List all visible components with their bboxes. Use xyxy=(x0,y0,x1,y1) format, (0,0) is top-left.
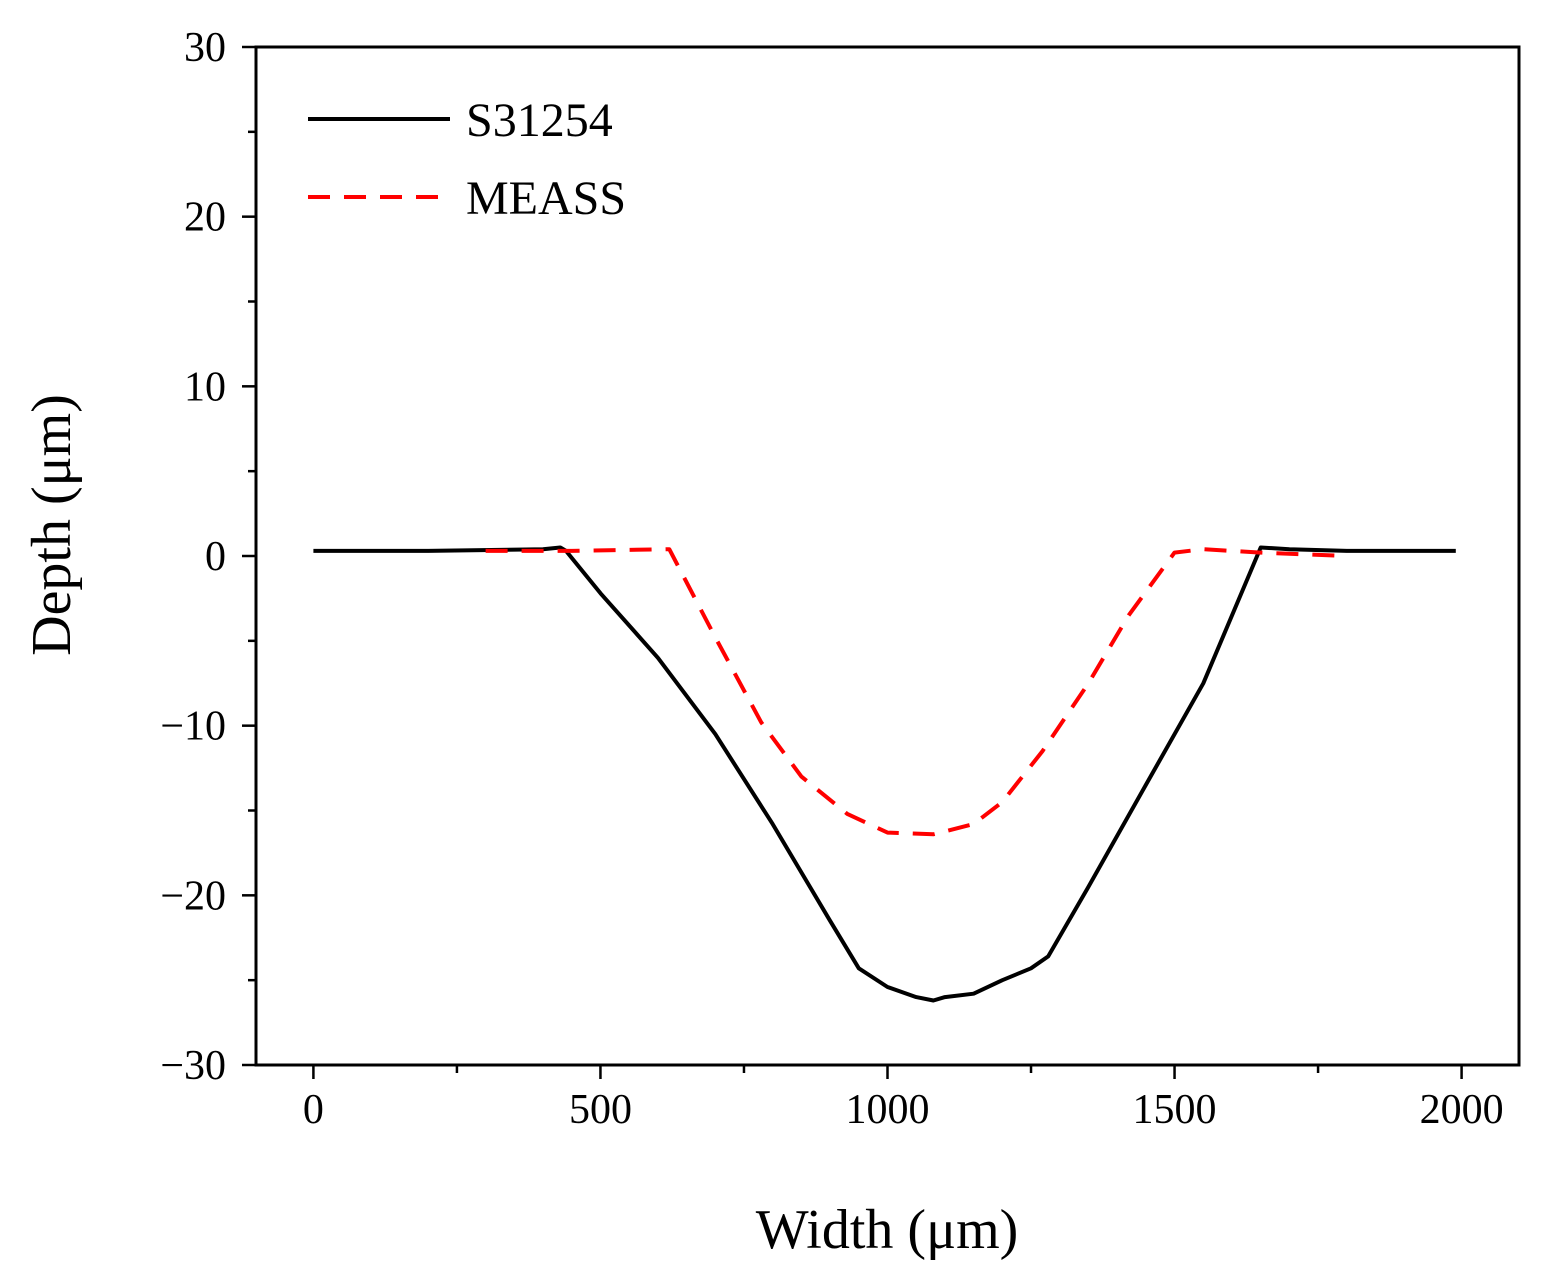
y-tick-label: 0 xyxy=(205,534,226,580)
legend-label-meass: MEASS xyxy=(466,172,626,225)
y-tick-label: 30 xyxy=(184,25,226,71)
x-tick-label: 0 xyxy=(303,1087,324,1133)
series-line-meass xyxy=(485,547,1347,837)
x-tick-label: 2000 xyxy=(1420,1087,1504,1133)
series-line-s31254 xyxy=(313,545,1456,1003)
y-tick-label: −30 xyxy=(160,1043,226,1089)
y-tick-label: −10 xyxy=(160,704,226,750)
series-layer xyxy=(313,545,1456,1003)
ticks-layer: 0 500 1000 1500 2000 −30 −20 −10 0 10 20 30 xyxy=(160,25,1503,1133)
y-tick-label: −20 xyxy=(160,873,226,919)
x-axis-title: Width (μm) xyxy=(756,1199,1019,1261)
legend-label-s31254: S31254 xyxy=(466,94,613,147)
x-tick-label: 500 xyxy=(569,1087,632,1133)
y-tick-label: 10 xyxy=(184,364,226,410)
y-tick-label: 20 xyxy=(184,195,226,241)
x-tick-label: 1000 xyxy=(846,1087,930,1133)
y-axis-title: Depth (μm) xyxy=(21,394,83,656)
legend: S31254 MEASS xyxy=(308,94,626,225)
x-tick-label: 1500 xyxy=(1133,1087,1217,1133)
